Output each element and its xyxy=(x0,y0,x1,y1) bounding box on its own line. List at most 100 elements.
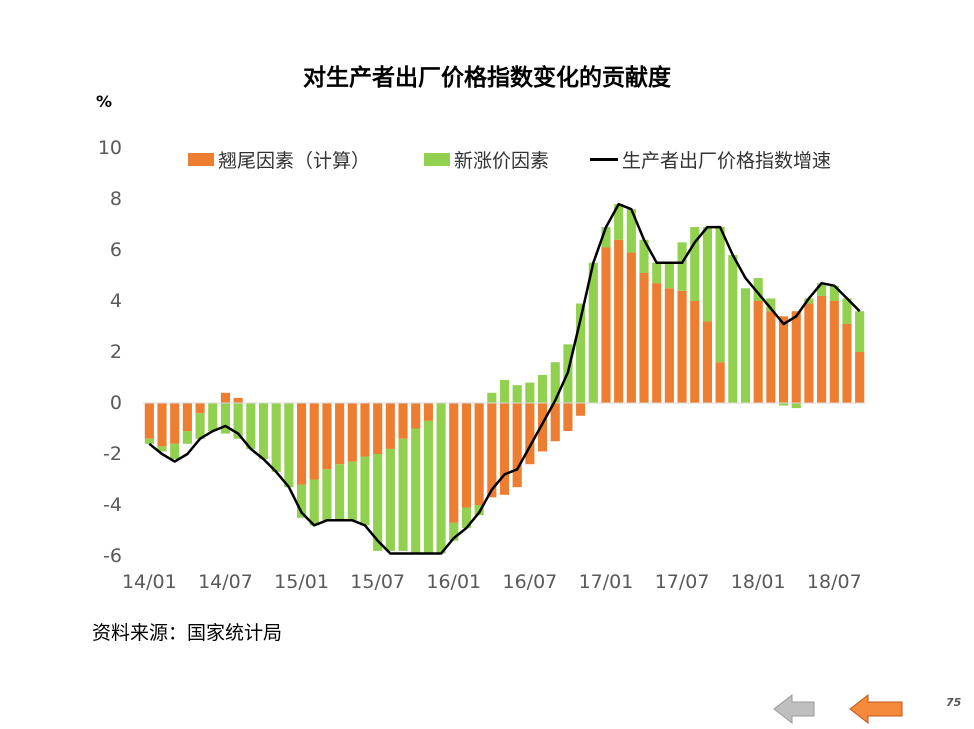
bar-carryover xyxy=(411,403,421,429)
bar-carryover xyxy=(499,403,510,495)
bar-new-price xyxy=(842,298,852,324)
bar-carryover xyxy=(487,403,497,498)
y-tick-label: -2 xyxy=(103,443,122,465)
bar-new-price xyxy=(208,403,218,432)
bar-new-price xyxy=(373,454,383,551)
x-tick-label: 16/07 xyxy=(502,571,557,593)
x-tick-label: 17/07 xyxy=(655,571,710,593)
y-tick-label: 10 xyxy=(98,137,122,159)
bar-carryover xyxy=(449,403,459,523)
bar-carryover xyxy=(614,239,624,403)
x-tick-label: 17/01 xyxy=(579,571,634,593)
x-tick-label: 14/01 xyxy=(122,571,177,593)
y-tick-label: -4 xyxy=(103,494,122,516)
y-tick-label: -6 xyxy=(103,545,122,567)
bar-new-price xyxy=(309,479,319,526)
bar-new-price xyxy=(322,469,332,521)
bar-carryover xyxy=(626,252,636,403)
x-tick-label: 18/07 xyxy=(807,571,862,593)
bar-carryover xyxy=(144,403,154,439)
bar-new-price xyxy=(817,283,827,296)
bar-carryover xyxy=(702,321,713,403)
y-tick-label: 6 xyxy=(110,239,122,261)
bar-carryover xyxy=(576,403,586,416)
bar-carryover xyxy=(842,323,852,403)
x-tick-label: 14/07 xyxy=(198,571,253,593)
bar-carryover xyxy=(804,303,814,403)
bar-new-price xyxy=(766,298,776,312)
bar-new-price xyxy=(512,385,522,403)
prev-page-button[interactable] xyxy=(848,693,904,729)
ppi-line xyxy=(148,202,861,555)
bar-carryover xyxy=(664,288,674,403)
arrow-left-orange-icon xyxy=(849,693,903,725)
bar-new-price xyxy=(652,262,662,284)
bar-carryover xyxy=(195,403,205,414)
bar-new-price xyxy=(626,209,636,253)
arrow-left-gray-icon xyxy=(773,693,815,725)
bar-new-price xyxy=(170,443,180,460)
y-tick-label: 8 xyxy=(110,188,122,210)
bar-new-price xyxy=(829,285,839,301)
bar-carryover xyxy=(512,403,522,488)
bar-carryover xyxy=(347,403,357,462)
bar-new-price xyxy=(246,403,256,449)
bar-carryover xyxy=(791,311,801,403)
chart-title: 对生产者出厂价格指数变化的贡献度 xyxy=(303,65,671,91)
bar-carryover xyxy=(360,403,370,457)
bar-new-price xyxy=(423,420,433,554)
bar-new-price xyxy=(728,255,738,403)
y-tick-label: 4 xyxy=(110,290,122,312)
source-note: 资料来源：国家统计局 xyxy=(92,622,283,644)
bar-new-price xyxy=(614,204,624,240)
bar-carryover xyxy=(157,403,167,447)
x-tick-label: 15/07 xyxy=(350,571,405,593)
bar-new-price xyxy=(335,464,345,521)
legend-swatch-ppi xyxy=(590,158,618,161)
bar-carryover xyxy=(220,392,231,403)
bar-new-price xyxy=(233,403,243,439)
bar-new-price xyxy=(360,456,370,526)
legend-label-carryover: 翘尾因素（计算） xyxy=(218,150,371,172)
x-tick-label: 18/01 xyxy=(731,571,786,593)
bar-new-price xyxy=(778,403,789,406)
bar-new-price xyxy=(677,242,687,291)
bar-carryover xyxy=(677,290,687,403)
bar-new-price xyxy=(487,392,497,403)
bar-new-price xyxy=(411,428,421,554)
bar-new-price xyxy=(525,382,535,403)
bar-carryover xyxy=(652,283,662,403)
y-tick-label: 0 xyxy=(110,392,122,414)
bar-carryover xyxy=(423,403,433,421)
bar-new-price xyxy=(740,288,751,403)
bar-carryover xyxy=(322,403,332,470)
bar-carryover xyxy=(233,397,243,403)
bar-new-price xyxy=(258,403,269,460)
bar-carryover xyxy=(398,403,408,439)
bar-new-price xyxy=(702,227,713,322)
bar-new-price xyxy=(715,227,725,363)
legend-item-ppi: 生产者出厂价格指数增速 xyxy=(590,146,831,173)
bar-new-price xyxy=(157,446,167,452)
bar-carryover xyxy=(855,352,865,403)
y-tick-label: 2 xyxy=(110,341,122,363)
bar-carryover xyxy=(182,403,192,432)
bar-new-price xyxy=(195,413,205,439)
x-tick-label: 15/01 xyxy=(274,571,329,593)
bar-carryover xyxy=(778,316,789,403)
back-button[interactable] xyxy=(772,693,816,729)
bar-new-price xyxy=(436,403,446,554)
bar-new-price xyxy=(588,262,598,403)
bar-new-price xyxy=(855,311,865,352)
y-unit-label: % xyxy=(96,92,113,111)
bar-new-price xyxy=(804,298,814,304)
bar-new-price xyxy=(347,461,357,521)
bar-carryover xyxy=(601,247,611,403)
bar-new-price xyxy=(284,403,294,488)
legend-swatch-new-price xyxy=(424,153,450,166)
legend-label-ppi: 生产者出厂价格指数增速 xyxy=(622,150,832,172)
legend-item-new-price: 新涨价因素 xyxy=(424,146,549,173)
page-number: 75 xyxy=(946,696,962,709)
bar-carryover xyxy=(715,362,725,403)
bar-new-price xyxy=(601,227,611,248)
